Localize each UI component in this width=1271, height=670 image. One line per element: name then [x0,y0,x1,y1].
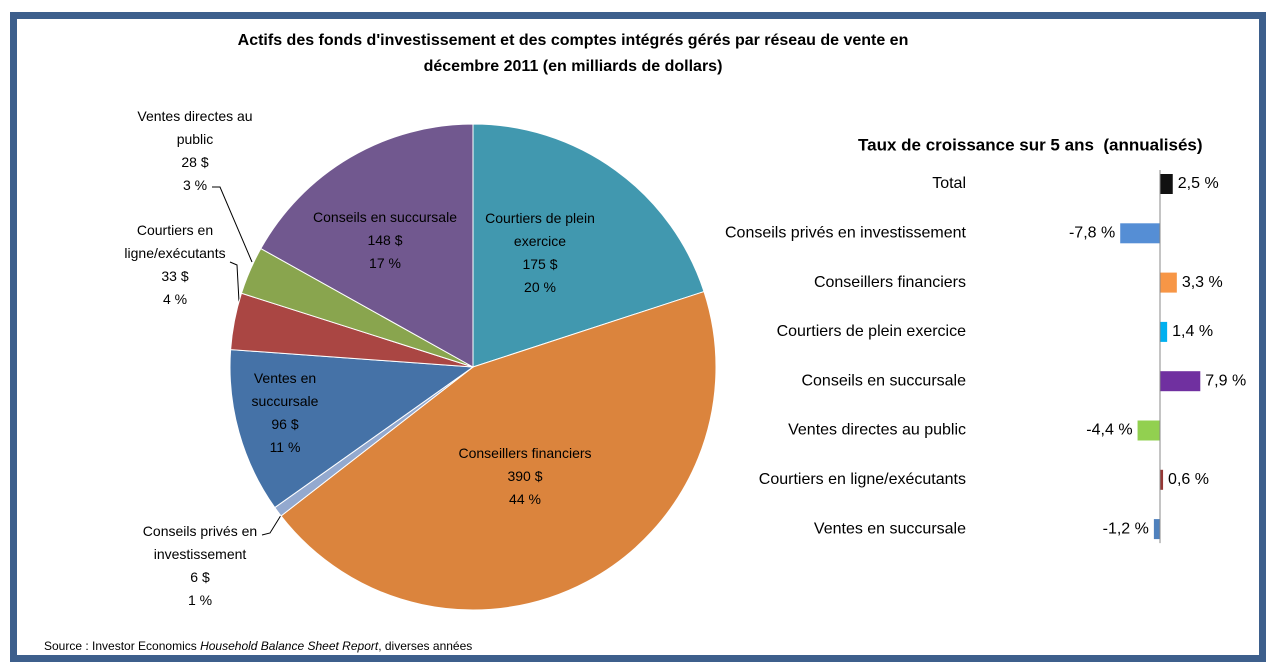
slice-value: 175 $ [522,256,558,272]
y-tick-label: Conseils en succursale [801,372,966,389]
slice-value: 28 $ [181,154,209,170]
slice-value: 6 $ [190,569,210,585]
slice-label: Courtiers en ligne/exécutants 33 $ 4 % [110,219,240,311]
slice-label: Ventes directes au public 28 $ 3 % [120,105,270,197]
pie [229,123,717,611]
slice-value: 96 $ [271,416,299,432]
y-tick-label: Total [932,175,966,192]
slice-share: 20 % [524,279,556,295]
slice-share: 1 % [187,592,213,608]
slice-name: Ventes en succursale [251,370,319,409]
slice-share: 4 % [162,291,188,307]
slice-share: 17 % [369,255,401,271]
slice-label: Conseils privés en investissement 6 $ 1 % [125,520,275,612]
bar-chart-title: Taux de croissance sur 5 ans (annualisés… [858,135,1203,154]
pie-slice [472,123,705,368]
y-tick-label: Courtiers en ligne/exécutants [759,471,966,488]
source-suffix: , diverses années [378,639,473,653]
y-tick-label: Ventes directes au public [788,422,966,439]
bar [1137,420,1160,441]
bar [1120,223,1160,244]
slice-name: Courtiers en ligne/exécutants [124,222,226,261]
slice-label: Ventes en succursale 96 $ 11 % [225,367,345,459]
source: Source : Investor Economics Household Ba… [44,639,472,653]
pie-slice [229,349,475,509]
slice-name: Conseillers financiers [458,445,592,461]
bar-value-label: -1,2 % [1103,520,1149,537]
chart-title: Actifs des fonds d'investissement et des… [237,32,909,75]
bar [1160,174,1173,194]
slice-share: 3 % [182,177,208,193]
slice-name: Conseils privés en investissement [142,523,258,562]
slice-share: 44 % [509,491,541,507]
pie-slice [260,123,474,368]
slice-share: 11 % [269,439,301,455]
leader-line [261,511,284,536]
source-prefix: Source : Investor Economics [44,639,201,653]
leader-line [212,186,253,263]
bar-value-label: -4,4 % [1086,422,1132,439]
bar-value-label: 7,9 % [1205,372,1246,389]
bar [1153,519,1160,540]
bar [1160,371,1201,392]
slice-name: Conseils en succursale [313,209,457,225]
bar [1160,469,1164,490]
slice-value: 148 $ [367,232,403,248]
slice-value: 33 $ [161,268,189,284]
bar [1160,321,1168,342]
y-tick-label: Ventes en succursale [814,520,966,537]
bar [1160,272,1177,293]
source-title: Household Balance Sheet Report [200,639,379,653]
slice-name: Courtiers de plein exercice [485,210,595,249]
bar-value-label: 2,5 % [1178,175,1219,192]
y-tick-label: Conseillers financiers [814,274,966,291]
bar-value-label: 1,4 % [1172,323,1213,340]
pie-slice [280,290,717,611]
y-tick-label: Conseils privés en investissement [725,225,967,242]
slice-label: Conseils en succursale 148 $ 17 % [295,206,475,275]
bar-value-label: 3,3 % [1182,274,1223,291]
slice-value: 390 $ [507,468,543,484]
bar-value-label: 0,6 % [1168,471,1209,488]
slice-name: Ventes directes au public [137,108,253,147]
slice-label: Courtiers de plein exercice 175 $ 20 % [465,207,615,299]
y-tick-label: Courtiers de plein exercice [777,323,967,340]
bar-value-label: -7,8 % [1069,225,1115,242]
slice-label: Conseillers financiers 390 $ 44 % [425,442,625,511]
frame [10,12,1266,662]
